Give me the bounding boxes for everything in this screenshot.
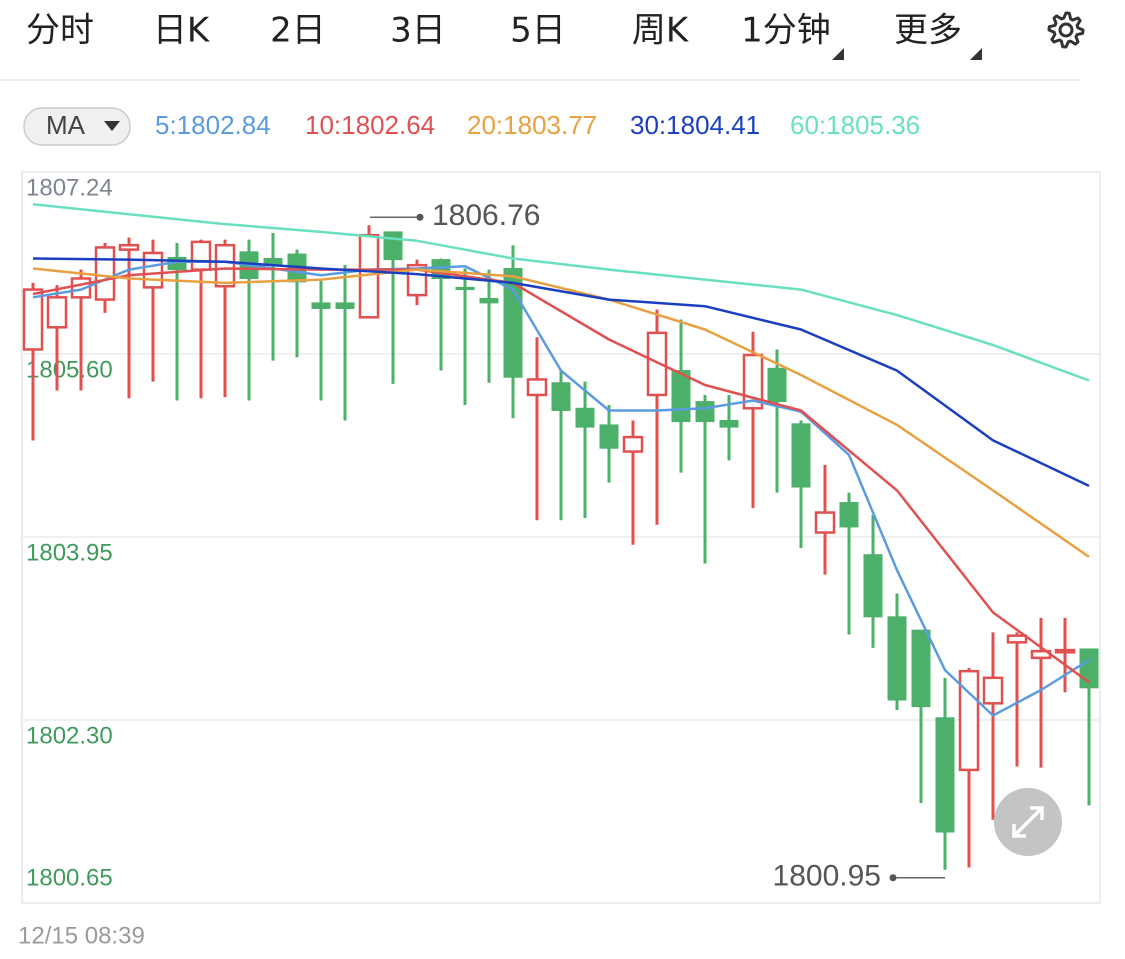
ma-label: MA <box>46 110 86 140</box>
y-tick-label: 1807.24 <box>26 174 113 201</box>
tab[interactable]: 更多 <box>894 11 962 51</box>
candle-body <box>982 676 1004 705</box>
settings-icon[interactable] <box>1047 11 1085 49</box>
y-tick-label: 1803.95 <box>26 539 113 566</box>
legend-entry: 5:1802.84 <box>155 110 271 140</box>
candle-body <box>214 243 236 288</box>
min-label: 1800.95 <box>773 860 881 893</box>
candle-body <box>911 629 931 708</box>
candle-body <box>742 353 764 410</box>
y-tick-label: 1800.65 <box>26 864 113 891</box>
candle-body <box>622 435 644 453</box>
y-tick-label: 1802.30 <box>26 722 113 749</box>
ma-line <box>32 267 1090 684</box>
y-tick-label: 1805.60 <box>26 356 113 383</box>
candle-body <box>599 424 619 449</box>
candle-body <box>190 240 212 271</box>
candle-body <box>814 511 836 534</box>
ma-line <box>32 267 1090 558</box>
candle-body <box>455 286 475 291</box>
tab[interactable]: 5日 <box>510 11 566 51</box>
dropdown-marker <box>970 48 982 60</box>
candle-body <box>142 251 164 289</box>
candle-body <box>335 302 355 309</box>
expand-button[interactable] <box>994 788 1062 856</box>
candle-body <box>695 401 715 423</box>
candle-body <box>551 382 571 411</box>
min-dot <box>889 874 897 882</box>
candle-body <box>575 407 595 428</box>
candle-body <box>646 331 668 397</box>
tab[interactable]: 分时 <box>26 11 94 51</box>
tab[interactable]: 1分钟 <box>741 11 831 51</box>
candle-body <box>719 419 739 428</box>
tab[interactable]: 周K <box>632 11 690 51</box>
tab[interactable]: 2日 <box>270 11 326 51</box>
candle-body <box>22 288 44 351</box>
candle-body <box>526 378 548 397</box>
ma-caret <box>104 121 120 131</box>
legend-entry: 20:1803.77 <box>467 110 597 140</box>
candle-body <box>311 302 331 309</box>
gear <box>1047 11 1085 49</box>
legend-entry: 30:1804.41 <box>630 110 760 140</box>
ma-line <box>32 257 1090 488</box>
candle-body <box>767 367 787 403</box>
legend-entry: 10:1802.64 <box>305 110 435 140</box>
candle-body <box>479 297 499 304</box>
candle-body <box>671 370 691 423</box>
tab[interactable]: 日K <box>153 11 211 51</box>
tab[interactable]: 3日 <box>390 11 446 51</box>
max-dot <box>416 213 424 221</box>
candle-body <box>118 243 140 251</box>
candle-body <box>46 296 68 329</box>
candle-body <box>839 502 859 528</box>
time-label: 12/15 08:39 <box>18 922 145 949</box>
candle-body <box>1054 648 1076 654</box>
candle-body <box>791 423 811 488</box>
candle-body <box>863 554 883 618</box>
candle-body <box>383 231 403 261</box>
ma-pill <box>23 107 131 146</box>
dropdown-marker <box>832 48 844 60</box>
ma-button[interactable]: MA <box>23 107 131 146</box>
max-label: 1806.76 <box>432 199 540 232</box>
ma-line <box>32 202 1090 382</box>
candle-body <box>935 717 955 833</box>
gear-hole <box>1058 22 1074 38</box>
candle-body <box>1006 634 1028 644</box>
candle-body <box>94 246 116 301</box>
legend-entry: 60:1805.36 <box>790 110 920 140</box>
expand-arrows <box>1012 806 1044 838</box>
candle-body <box>887 616 907 701</box>
